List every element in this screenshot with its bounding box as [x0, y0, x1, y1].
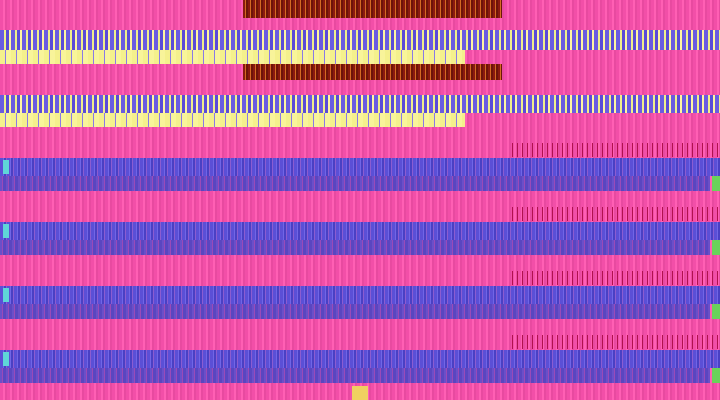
row-badge — [712, 176, 720, 191]
list-row — [0, 286, 720, 304]
page-indicator — [352, 386, 368, 400]
toolbar-sub — [0, 113, 465, 127]
row-badge — [712, 368, 720, 383]
toolbar-row — [0, 30, 720, 50]
list-row-sub — [0, 304, 710, 319]
list-row — [0, 350, 720, 368]
row-icon — [3, 160, 9, 174]
list-row-sub — [0, 368, 710, 383]
row-icon — [3, 288, 9, 302]
list-row-sub — [0, 176, 710, 191]
row-meta — [512, 143, 720, 157]
row-badge — [712, 304, 720, 319]
list-row-sub — [0, 240, 710, 255]
list-row — [0, 158, 720, 176]
row-meta — [512, 271, 720, 285]
row-icon — [3, 352, 9, 366]
list-row — [0, 222, 720, 240]
row-meta — [512, 207, 720, 221]
row-meta — [512, 335, 720, 349]
header-bar — [243, 64, 502, 80]
toolbar-sub — [0, 50, 465, 64]
toolbar-row — [0, 95, 720, 113]
header-bar — [243, 0, 502, 18]
row-icon — [3, 224, 9, 238]
row-badge — [712, 240, 720, 255]
